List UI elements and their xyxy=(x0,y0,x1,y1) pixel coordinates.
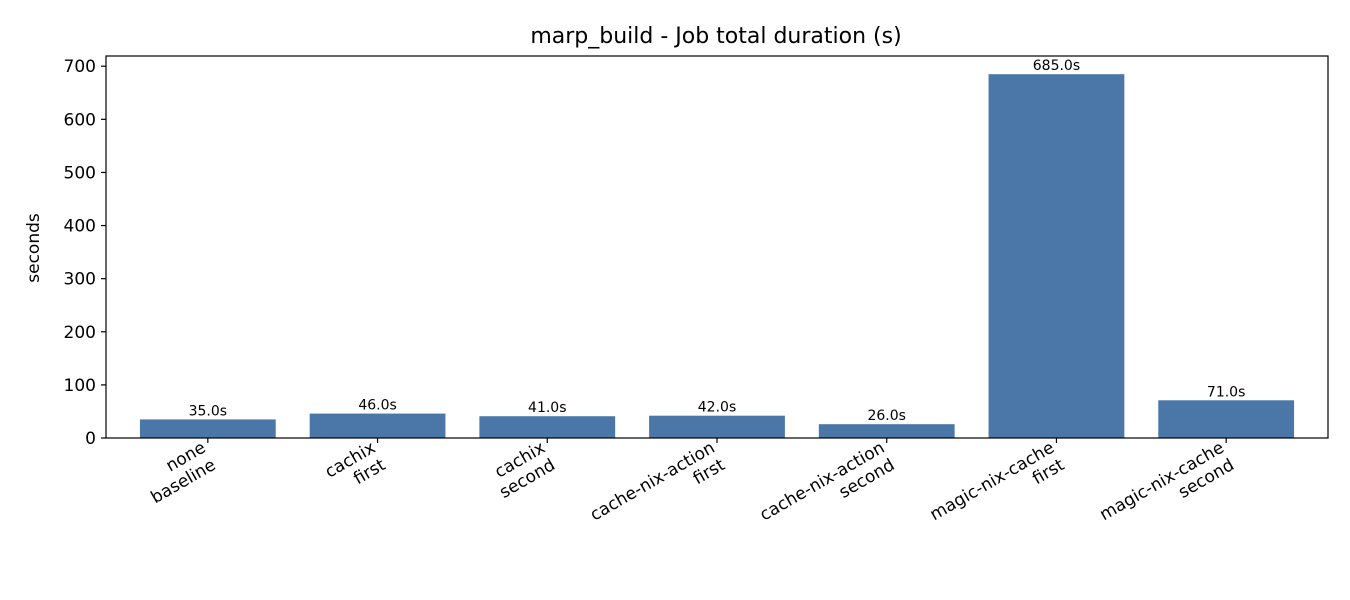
plot-frame xyxy=(105,55,1329,439)
x-tick-label: cache-nix-actionfirst xyxy=(587,438,729,543)
x-tick-label: cache-nix-actionsecond xyxy=(757,438,899,543)
bar xyxy=(1158,400,1295,438)
data-label: 35.0s xyxy=(189,403,227,419)
data-label: 71.0s xyxy=(1207,384,1245,400)
data-label: 46.0s xyxy=(358,398,396,414)
bar xyxy=(818,424,955,438)
bar xyxy=(479,416,616,438)
x-tick-label: magic-nix-cachefirst xyxy=(927,438,1069,543)
y-tick-label: 300 xyxy=(64,270,96,290)
y-tick-label: 400 xyxy=(64,217,96,237)
data-label: 26.0s xyxy=(867,408,905,424)
x-tick-label: nonebaseline xyxy=(138,438,220,508)
bar xyxy=(309,413,446,438)
y-tick-label: 700 xyxy=(64,57,96,77)
y-axis-label: seconds xyxy=(24,213,44,283)
y-tick-label: 100 xyxy=(64,376,96,396)
bar xyxy=(988,74,1125,438)
x-tick-label: cachixsecond xyxy=(486,438,559,503)
y-tick-label: 500 xyxy=(64,163,96,183)
y-tick-label: 600 xyxy=(64,110,96,130)
data-label: 42.0s xyxy=(698,400,736,416)
data-label: 685.0s xyxy=(1033,58,1080,74)
bar xyxy=(139,419,276,438)
y-tick-label: 0 xyxy=(85,429,96,449)
plot-area: 35.0s 46.0s 41.0s 42.0s 26.0s 685.0s 71.0s 0 100… xyxy=(64,55,1329,543)
y-tick-label: 200 xyxy=(64,323,96,343)
x-tick-label: magic-nix-cachesecond xyxy=(1096,438,1237,543)
data-label: 41.0s xyxy=(528,400,566,416)
x-tick-label: cachixfirst xyxy=(322,438,390,500)
chart-title: marp_build - Job total duration (s) xyxy=(530,24,901,49)
bar xyxy=(649,415,785,438)
